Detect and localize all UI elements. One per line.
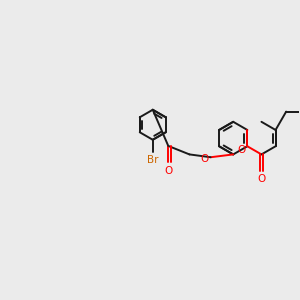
Text: Br: Br	[147, 155, 158, 165]
Text: O: O	[238, 145, 246, 154]
Text: O: O	[164, 166, 172, 176]
Text: O: O	[201, 154, 209, 164]
Text: O: O	[257, 174, 266, 184]
